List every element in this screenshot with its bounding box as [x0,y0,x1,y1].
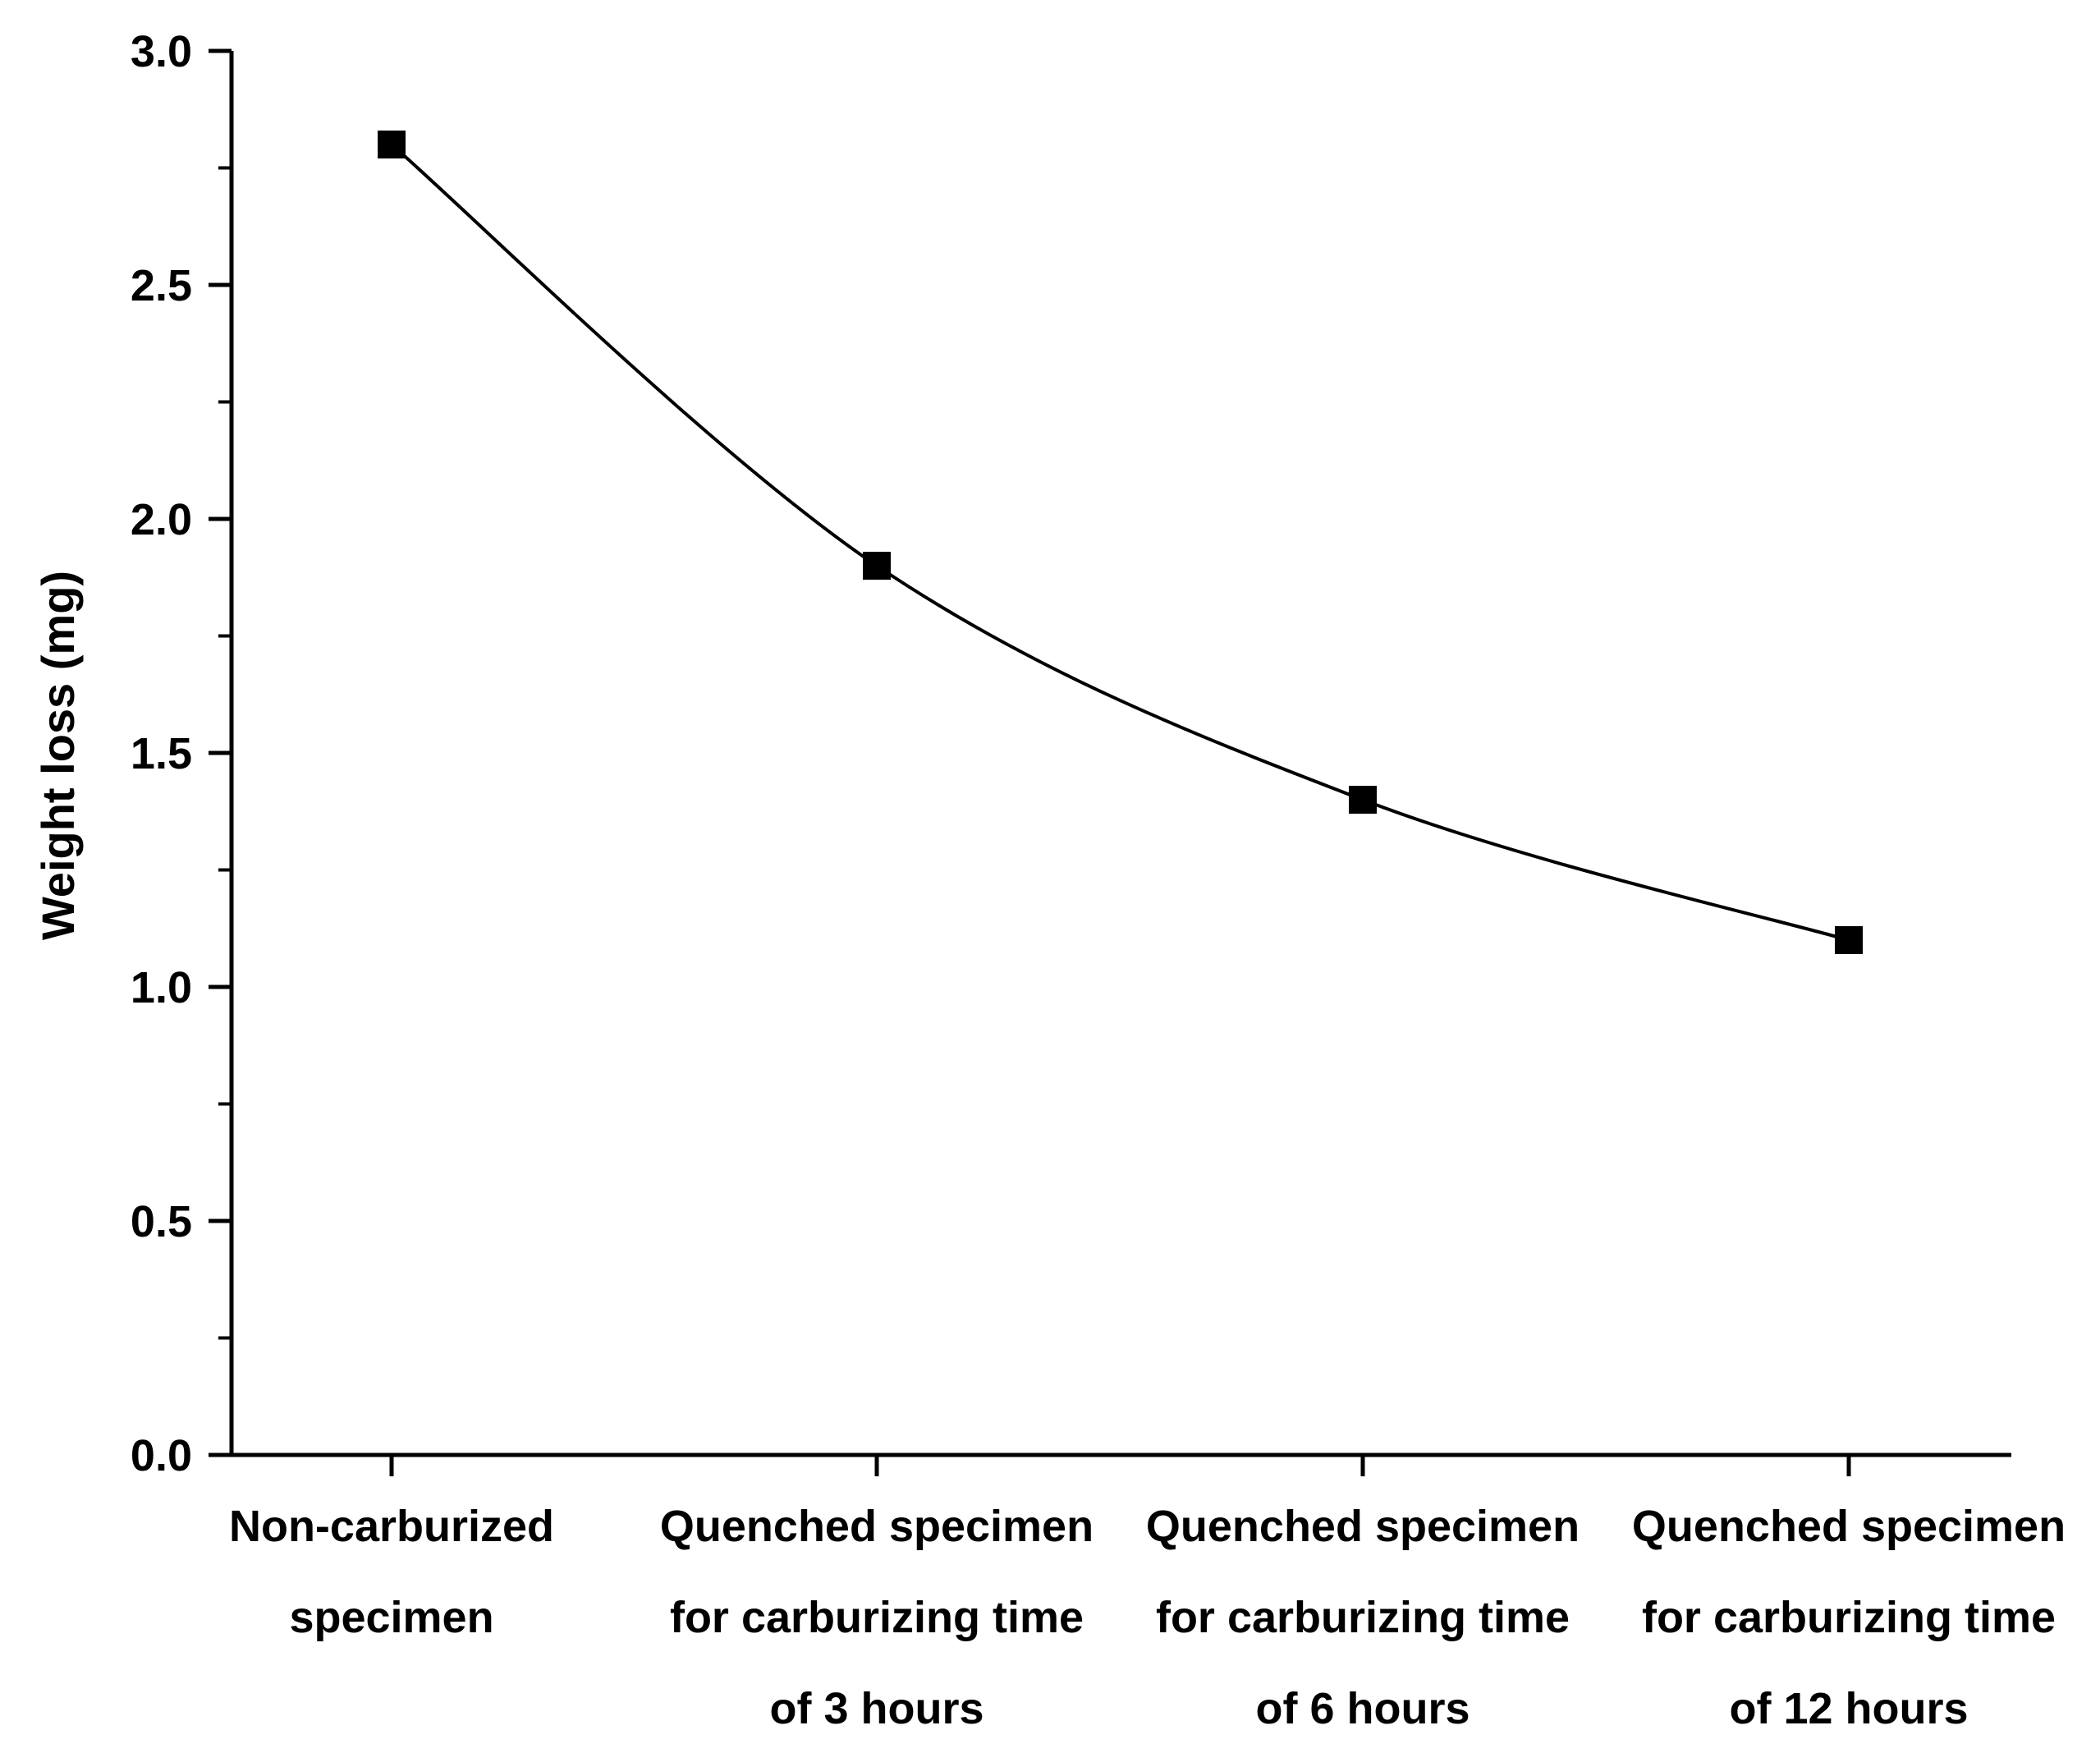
x-category-label: Non-carburized [229,1502,554,1551]
axes [229,51,2011,1457]
y-tick-label: 0.5 [131,1197,192,1246]
data-point-marker [1349,786,1377,814]
x-category-label: for carburizing time [670,1593,1084,1642]
y-tick-label: 0.0 [131,1431,192,1480]
y-tick-label: 2.5 [131,261,192,310]
data-point-marker [1835,926,1863,954]
data-series [378,131,1863,954]
x-category-label: Quenched specimen [660,1502,1094,1551]
data-point-marker [863,552,891,580]
x-category-label: for carburizing time [1642,1593,2056,1642]
y-tick-label: 1.0 [131,963,192,1012]
y-tick-label: 3.0 [131,27,192,76]
x-category-label: for carburizing time [1156,1593,1570,1642]
x-category-label: of 12 hours [1729,1684,1968,1733]
x-category-label: specimen [289,1593,493,1642]
data-point-marker [378,131,406,158]
x-category-label: Quenched specimen [1632,1502,2066,1551]
y-tick-label: 2.0 [131,495,192,544]
series-line [390,143,1850,942]
y-axis-ticks: 0.0 0.5 1.0 1.5 2.0 2.5 3.0 [131,27,232,1480]
x-category-label: of 3 hours [769,1684,984,1733]
y-axis-title: Weight loss (mg) [32,571,84,940]
y-tick-label: 1.5 [131,729,192,778]
x-category-label: Quenched specimen [1146,1502,1580,1551]
x-category-label: of 6 hours [1255,1684,1470,1733]
x-axis-ticks: Non-carburized specimen Quenched specimen f… [229,1455,2066,1733]
